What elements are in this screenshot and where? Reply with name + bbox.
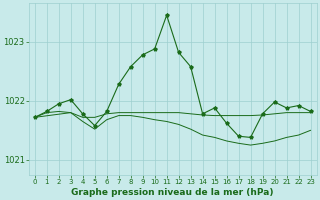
X-axis label: Graphe pression niveau de la mer (hPa): Graphe pression niveau de la mer (hPa) xyxy=(71,188,274,197)
